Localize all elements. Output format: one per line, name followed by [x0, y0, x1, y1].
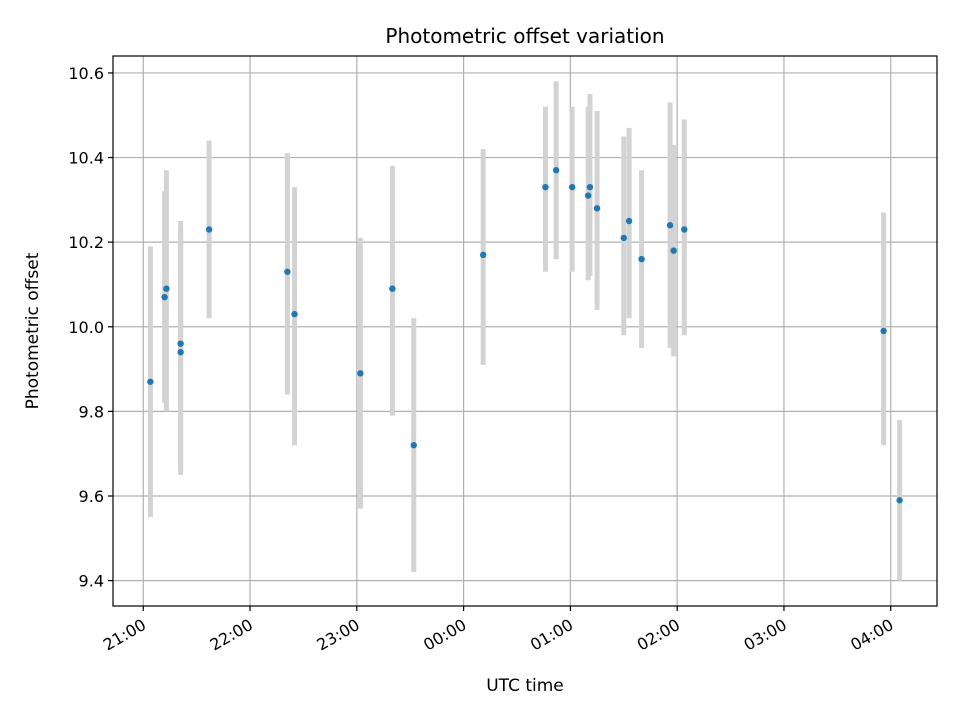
data-point	[357, 370, 364, 377]
data-point	[593, 205, 601, 212]
data-point	[896, 497, 903, 504]
data-point	[177, 340, 184, 347]
y-tick-label: 9.4	[79, 572, 104, 591]
y-axis-label: Photometric offset	[23, 252, 43, 409]
y-tick-label: 10.4	[68, 149, 104, 168]
plot-frame	[112, 55, 938, 607]
data-point	[625, 217, 633, 225]
chart-title: Photometric offset variation	[385, 24, 664, 48]
data-point	[389, 285, 396, 292]
data-point	[147, 378, 154, 385]
data-point	[584, 192, 592, 199]
x-axis-label: UTC time	[486, 676, 564, 696]
data-point	[880, 327, 887, 335]
y-axis-ticks: 9.4 9.6 9.8 10.0 10.2 10.4 10.6	[68, 64, 113, 591]
data-point	[542, 183, 549, 191]
data-point	[410, 442, 417, 449]
data-point	[670, 247, 677, 254]
y-tick-label: 10.6	[68, 64, 104, 83]
y-tick-label: 9.6	[79, 487, 104, 506]
data-point	[666, 222, 674, 229]
data-point	[205, 226, 213, 233]
data-points	[147, 167, 903, 504]
data-point	[586, 183, 594, 191]
y-tick-label: 9.8	[79, 402, 104, 421]
data-point	[479, 251, 487, 259]
y-tick-label: 10.0	[68, 318, 104, 337]
data-point	[620, 234, 627, 242]
data-point	[291, 310, 298, 318]
data-point	[568, 183, 576, 191]
data-point	[161, 293, 168, 301]
data-point	[177, 348, 184, 356]
y-tick-label: 10.2	[68, 233, 104, 252]
data-point	[552, 167, 560, 174]
data-point	[284, 268, 291, 275]
data-point	[638, 255, 645, 263]
grid	[113, 56, 937, 606]
data-point	[681, 226, 688, 233]
data-point	[163, 285, 170, 292]
